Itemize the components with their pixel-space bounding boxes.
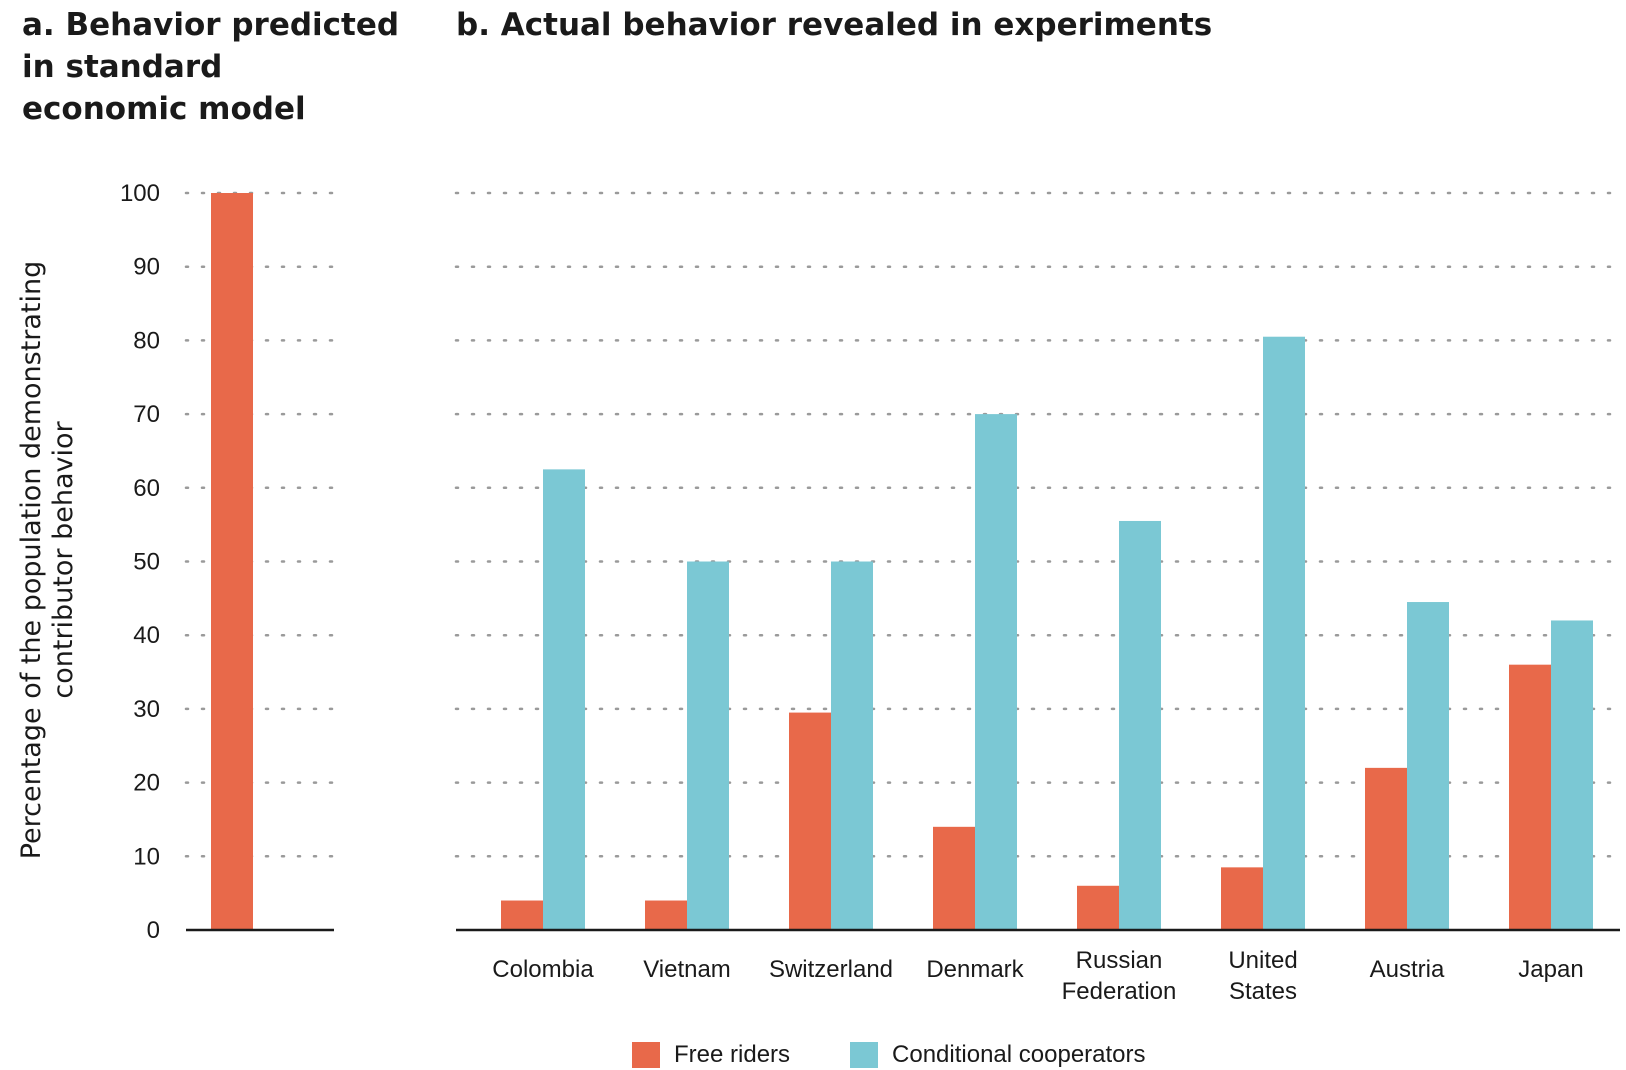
y-tick-label-50: 50 (133, 549, 160, 576)
legend-label-free-riders: Free riders (674, 1041, 791, 1068)
panel-a-title-line-3: economic model (22, 91, 306, 127)
bar-free-riders-1 (645, 900, 687, 930)
bar-free-riders-3 (933, 826, 975, 930)
bar-conditional-cooperators-7 (1551, 620, 1593, 930)
bar-conditional-cooperators-6 (1407, 602, 1449, 930)
y-tick-label-30: 30 (133, 696, 160, 723)
category-label-7: Japan (1518, 956, 1583, 983)
y-tick-label-20: 20 (133, 770, 160, 797)
category-label-5-line-1: States (1229, 978, 1297, 1005)
category-label-1: Vietnam (643, 956, 731, 983)
category-label-4-line-0: Russian (1076, 947, 1163, 974)
y-tick-label-0: 0 (147, 917, 160, 944)
bar-conditional-cooperators-1 (687, 561, 729, 930)
y-tick-label-10: 10 (133, 843, 160, 870)
bar-conditional-cooperators-2 (831, 561, 873, 930)
y-tick-label-40: 40 (133, 622, 160, 649)
panel-b-title: b. Actual behavior revealed in experimen… (456, 7, 1213, 43)
legend-item-free-riders: Free riders (632, 1041, 790, 1069)
bar-free-riders-6 (1365, 767, 1407, 930)
y-tick-label-70: 70 (133, 401, 160, 428)
legend-swatch-conditional-cooperators (850, 1042, 879, 1068)
bar-conditional-cooperators-3 (975, 414, 1017, 931)
panel-a-title: a. Behavior predicted in standard econom… (22, 4, 422, 130)
y-tick-label-90: 90 (133, 254, 160, 281)
category-label-2: Switzerland (769, 956, 893, 983)
legend: Free riders Conditional cooperators (632, 1040, 1206, 1070)
legend-label-conditional-cooperators: Conditional cooperators (892, 1041, 1146, 1068)
gridlines (184, 191, 1622, 858)
category-label-0: Colombia (492, 956, 594, 983)
bar-free-riders-4 (1077, 885, 1119, 930)
bar-conditional-cooperators-4 (1119, 520, 1161, 930)
legend-swatch-free-riders (632, 1042, 660, 1068)
bar-conditional-cooperators-5 (1263, 336, 1305, 931)
y-tick-label-100: 100 (120, 180, 160, 207)
bar-conditional-cooperators-0 (543, 469, 585, 930)
category-label-6: Austria (1370, 956, 1445, 983)
panel-a-title-line-1: a. Behavior predicted (22, 7, 400, 43)
y-axis-ticks: 0 10 20 30 40 50 60 70 80 90 100 (120, 180, 160, 944)
y-tick-label-60: 60 (133, 475, 160, 502)
y-tick-label-80: 80 (133, 327, 160, 354)
bar-free-riders-5 (1221, 867, 1263, 930)
bar-free-riders-0 (501, 900, 543, 930)
category-label-5-line-0: United (1228, 947, 1297, 974)
category-label-3: Denmark (926, 956, 1024, 983)
category-labels: Colombia Vietnam Switzerland Denmark Russian… (492, 947, 1583, 1005)
bar-a-free-riders-0 (211, 193, 253, 930)
bars (211, 193, 1593, 931)
bar-free-riders-2 (789, 712, 831, 930)
panel-a-title-line-2: in standard (22, 49, 223, 85)
category-label-4-line-1: Federation (1062, 978, 1177, 1005)
bar-free-riders-7 (1509, 664, 1551, 930)
legend-item-conditional-cooperators: Conditional cooperators (850, 1041, 1146, 1069)
